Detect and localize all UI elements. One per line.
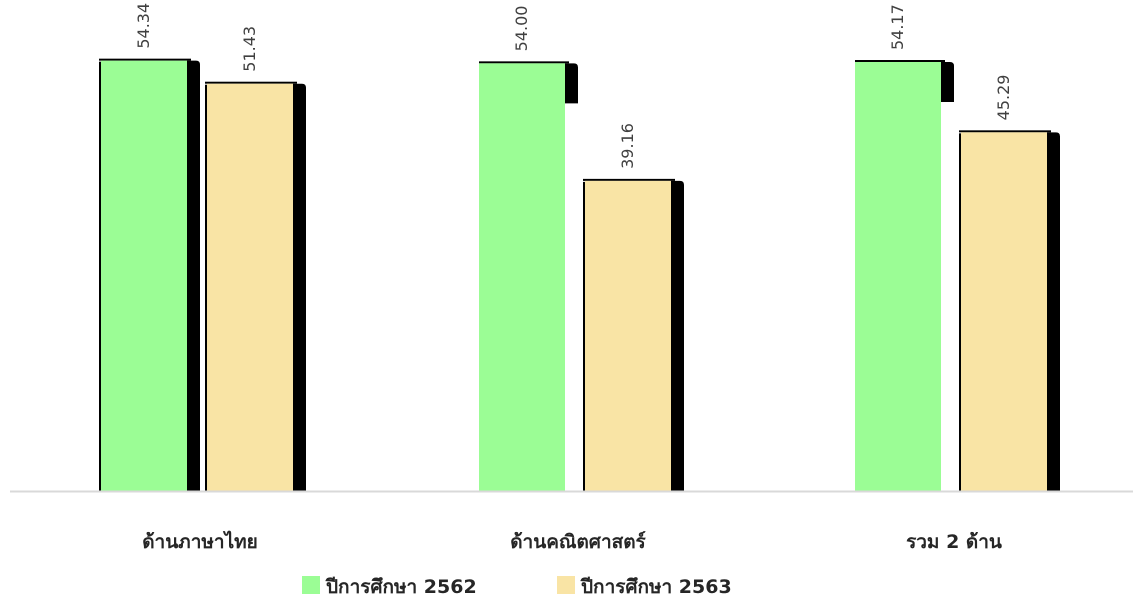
bar-edge (99, 61, 101, 491)
bar-rim (583, 178, 675, 181)
bar-shadow (671, 180, 684, 492)
bar (961, 132, 1047, 492)
bar-edge (583, 181, 585, 492)
bar-edge (959, 133, 961, 492)
legend-swatch (557, 576, 575, 594)
bars-layer (99, 58, 1060, 492)
data-label: 54.00 (512, 6, 531, 52)
bar-rim (99, 58, 191, 61)
bar (855, 62, 941, 492)
bar (207, 83, 293, 491)
category-label: รวม 2 ด้าน (906, 531, 1002, 553)
legend-label: ปีการศึกษา 2563 (580, 576, 731, 598)
bar-rim (205, 81, 297, 84)
bar-shadow (187, 60, 200, 491)
category-label: ด้านภาษาไทย (142, 530, 258, 553)
data-label: 45.29 (994, 75, 1013, 121)
legend: ปีการศึกษา 2562 ปีการศึกษา 2563 (302, 576, 732, 598)
data-label: 51.43 (240, 26, 259, 72)
legend-label: ปีการศึกษา 2562 (325, 576, 476, 598)
bar (101, 60, 187, 491)
bar-shadow (293, 83, 306, 491)
legend-swatch (302, 576, 320, 594)
bar-edge (205, 84, 207, 491)
bar (585, 180, 671, 492)
data-label: 39.16 (618, 123, 637, 169)
category-labels-layer: ด้านภาษาไทย ด้านคณิตศาสตร์ รวม 2 ด้าน (142, 530, 1002, 553)
bar-rim (479, 61, 569, 64)
bar-rim (959, 130, 1051, 133)
bar-shadow (941, 62, 954, 103)
bar-shadow (565, 63, 578, 104)
bar (479, 63, 565, 492)
data-label: 54.34 (134, 3, 153, 49)
value-labels-layer: 54.34 51.43 54.00 39.16 54.17 45.29 (134, 3, 1013, 169)
data-label: 54.17 (888, 4, 907, 50)
category-label: ด้านคณิตศาสตร์ (510, 531, 646, 553)
bar-rim (855, 60, 945, 63)
bar-shadow (1047, 132, 1060, 492)
